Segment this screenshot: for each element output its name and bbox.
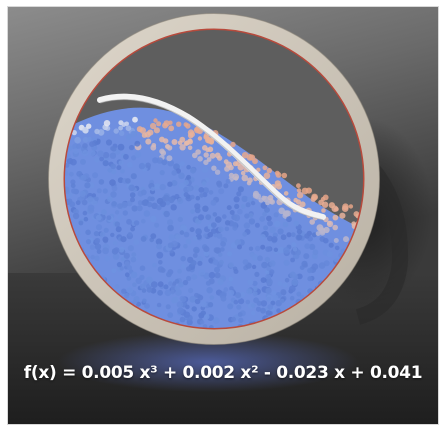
polynomial-curve — [97, 93, 326, 220]
curve-shadow — [99, 99, 324, 221]
ring-outer-edge — [48, 13, 380, 345]
ring-inner-rim — [63, 28, 365, 330]
simulation-render — [8, 7, 438, 424]
floor-reflection — [58, 332, 358, 392]
formula-caption: f(x) = 0.005 x³ + 0.002 x² - 0.023 x + 0… — [23, 363, 423, 383]
ring-container — [48, 13, 380, 345]
render-frame: f(x) = 0.005 x³ + 0.002 x² - 0.023 x + 0… — [7, 6, 439, 425]
